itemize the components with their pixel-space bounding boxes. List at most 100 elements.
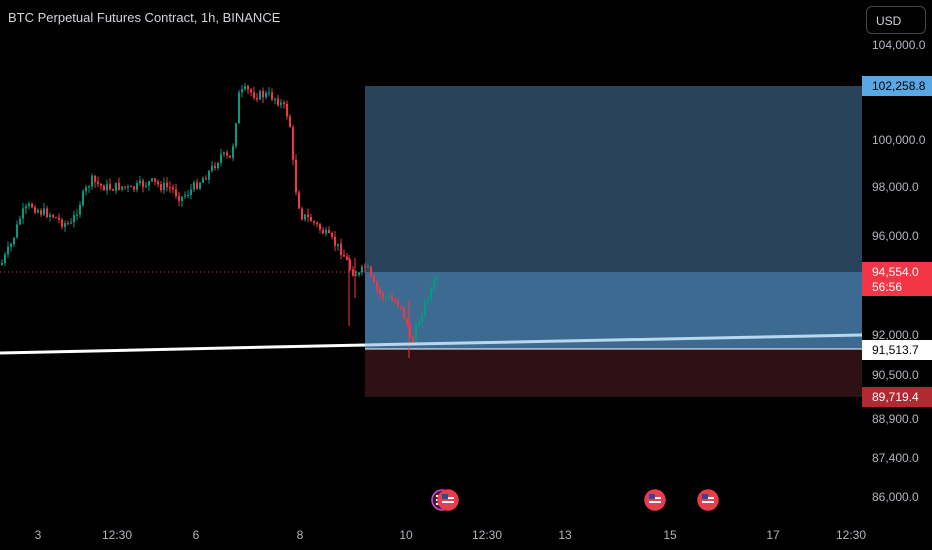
time-tick: 13 bbox=[558, 528, 572, 542]
candle-body bbox=[163, 182, 165, 191]
candle-body bbox=[106, 183, 108, 191]
candle-body bbox=[46, 208, 48, 218]
candle-body bbox=[37, 210, 39, 213]
price-tick: 86,000.0 bbox=[872, 490, 919, 504]
candle-body bbox=[352, 269, 354, 276]
candle-body bbox=[1, 262, 3, 265]
time-tick: 12:30 bbox=[835, 528, 867, 542]
time-axis[interactable] bbox=[0, 518, 932, 550]
candle-body bbox=[256, 97, 258, 100]
candle-body bbox=[160, 184, 162, 191]
candle-body bbox=[316, 222, 318, 225]
time-tick: 12:30 bbox=[101, 528, 133, 542]
candles-group bbox=[1, 82, 438, 358]
candle-body bbox=[379, 289, 381, 294]
chart-area[interactable]: BTC Perpetual Futures Contract, 1h, BINA… bbox=[0, 0, 862, 518]
candle-body bbox=[118, 182, 120, 190]
stop-price-value: 89,719.4 bbox=[872, 390, 919, 404]
candle-body bbox=[355, 274, 357, 276]
candle-body bbox=[127, 186, 129, 188]
candle-body bbox=[244, 86, 246, 90]
time-tick: 6 bbox=[192, 528, 200, 542]
price-tick: 88,900.0 bbox=[872, 412, 919, 426]
candle-body bbox=[190, 189, 192, 195]
trendline[interactable] bbox=[0, 343, 366, 355]
candle-body bbox=[253, 92, 255, 98]
price-tick: 100,000.0 bbox=[872, 133, 926, 147]
chart-canvas[interactable] bbox=[0, 0, 862, 518]
candle-body bbox=[283, 102, 285, 104]
candle-body bbox=[367, 266, 369, 268]
candle-body bbox=[52, 214, 54, 218]
us-flag-event-icon[interactable] bbox=[644, 489, 666, 511]
currency-button[interactable]: USD bbox=[866, 6, 926, 34]
candle-body bbox=[16, 224, 18, 238]
candle-body bbox=[259, 90, 261, 100]
candle-body bbox=[130, 186, 132, 188]
candle-body bbox=[436, 277, 438, 280]
target-price-label[interactable]: 102,258.8 bbox=[862, 76, 932, 96]
candle-body bbox=[202, 178, 204, 183]
candle-body bbox=[403, 307, 405, 319]
candle-body bbox=[328, 230, 330, 234]
candle-body bbox=[34, 207, 36, 213]
candle-body bbox=[121, 186, 123, 190]
candle-body bbox=[292, 127, 294, 160]
candle-body bbox=[205, 178, 207, 180]
us-flag-event-icon[interactable] bbox=[697, 489, 719, 511]
candle-body bbox=[220, 154, 222, 163]
candle-body bbox=[388, 296, 390, 298]
candle-body bbox=[340, 243, 342, 255]
candle-body bbox=[211, 165, 213, 171]
candle-body bbox=[97, 181, 99, 184]
candle-body bbox=[187, 194, 189, 196]
candle-body bbox=[76, 214, 78, 216]
candle-body bbox=[94, 175, 96, 182]
candle-body bbox=[214, 165, 216, 169]
position-loss-zone[interactable] bbox=[365, 349, 862, 397]
candle-body bbox=[346, 256, 348, 261]
candle-body bbox=[295, 159, 297, 193]
candle-body bbox=[22, 208, 24, 219]
trendline-extension[interactable] bbox=[364, 333, 862, 347]
entry-price-label[interactable]: 91,513.7 bbox=[862, 340, 932, 360]
candle-body bbox=[319, 224, 321, 230]
price-tick: 92,000.0 bbox=[872, 328, 919, 342]
candle-body bbox=[175, 189, 177, 196]
candle-body bbox=[157, 181, 159, 185]
bar-countdown: 56:56 bbox=[872, 280, 903, 294]
candle-body bbox=[370, 266, 372, 276]
candle-body bbox=[382, 293, 384, 298]
candle-body bbox=[268, 92, 270, 94]
stop-price-label[interactable]: 89,719.4 bbox=[862, 387, 932, 407]
candle-body bbox=[109, 183, 111, 190]
price-tick: 90,500.0 bbox=[872, 368, 919, 382]
target-price-value: 102,258.8 bbox=[872, 79, 926, 93]
candle-body bbox=[433, 279, 435, 289]
time-tick: 17 bbox=[766, 528, 780, 542]
candle-body bbox=[82, 191, 84, 205]
candle-body bbox=[334, 236, 336, 246]
candle-body bbox=[343, 254, 345, 257]
candle-body bbox=[193, 182, 195, 190]
position-profit-zone-upper[interactable] bbox=[365, 86, 862, 272]
price-tick: 87,400.0 bbox=[872, 451, 919, 465]
candle-body bbox=[277, 98, 279, 106]
candle-body bbox=[7, 246, 9, 255]
us-flag-event-icon[interactable] bbox=[437, 489, 459, 511]
price-tick: 96,000.0 bbox=[872, 229, 919, 243]
candle-body bbox=[28, 203, 30, 207]
current-price-label: 94,554.0 56:56 bbox=[862, 262, 932, 296]
candle-body bbox=[142, 180, 144, 187]
price-tick: 104,000.0 bbox=[872, 38, 926, 52]
candle-body bbox=[148, 181, 150, 186]
candle-body bbox=[136, 183, 138, 190]
time-tick: 15 bbox=[663, 528, 677, 542]
candle-body bbox=[4, 254, 6, 263]
candle-body bbox=[124, 186, 126, 188]
candle-body bbox=[373, 275, 375, 283]
entry-price-value: 91,513.7 bbox=[872, 343, 919, 357]
time-tick: 8 bbox=[296, 528, 304, 542]
candle-body bbox=[271, 92, 273, 100]
price-tick: 98,000.0 bbox=[872, 180, 919, 194]
